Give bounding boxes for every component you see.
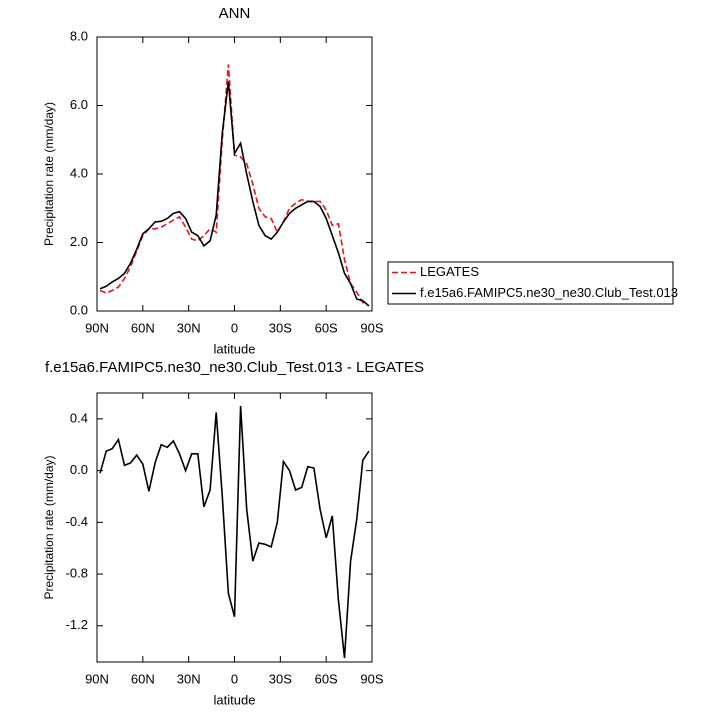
x-tick-label: 0: [231, 320, 238, 335]
x-tick-label: 60N: [131, 320, 155, 335]
y-tick-label: 6.0: [70, 97, 88, 112]
x-tick-label: 0: [231, 671, 238, 686]
y-axis-label: Precipitation rate (mm/day): [42, 455, 56, 599]
legend-box: [387, 261, 674, 305]
chart-title: ANN: [219, 5, 251, 22]
plot-frame: [96, 392, 373, 663]
x-axis-label: latitude: [214, 692, 256, 707]
data-line: [99, 81, 370, 307]
y-tick-label: 2.0: [70, 234, 88, 249]
y-axis-label: Precipitation rate (mm/day): [42, 102, 56, 246]
x-tick-label: 30S: [269, 320, 292, 335]
x-tick-label: 90N: [85, 671, 109, 686]
y-tick-label: 0.4: [70, 410, 88, 425]
plot-frame: [96, 36, 373, 312]
x-tick-label: 90N: [85, 320, 109, 335]
y-tick-label: 8.0: [70, 28, 88, 43]
y-tick-label: -0.8: [66, 565, 88, 580]
x-tick-label: 90S: [360, 320, 383, 335]
x-axis-label: latitude: [214, 341, 256, 356]
y-tick-label: 0.0: [70, 302, 88, 317]
x-tick-label: 60S: [315, 320, 338, 335]
legend-label: LEGATES: [420, 264, 479, 279]
x-tick-label: 30N: [177, 320, 201, 335]
chart-title: f.e15a6.FAMIPC5.ne30_ne30.Club_Test.013 …: [45, 359, 424, 376]
x-tick-label: 60N: [131, 671, 155, 686]
x-tick-label: 30N: [177, 671, 201, 686]
y-tick-label: 4.0: [70, 165, 88, 180]
x-tick-label: 30S: [269, 671, 292, 686]
y-tick-label: -0.4: [66, 514, 88, 529]
data-line: [99, 64, 370, 307]
x-tick-label: 60S: [315, 671, 338, 686]
y-tick-label: -1.2: [66, 617, 88, 632]
data-line: [99, 405, 370, 659]
legend-label: f.e15a6.FAMIPC5.ne30_ne30.Club_Test.013: [420, 285, 678, 300]
y-tick-label: 0.0: [70, 462, 88, 477]
x-tick-label: 90S: [360, 671, 383, 686]
